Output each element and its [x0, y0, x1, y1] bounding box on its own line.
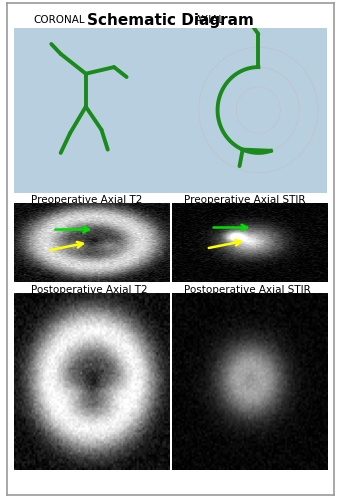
Text: Preoperative Axial STIR: Preoperative Axial STIR: [184, 195, 306, 205]
Text: AXIAL: AXIAL: [195, 15, 225, 25]
Text: Schematic Diagram: Schematic Diagram: [87, 12, 254, 28]
Text: CORONAL: CORONAL: [34, 15, 86, 25]
Text: Postoperative Axial T2: Postoperative Axial T2: [31, 285, 147, 295]
Text: Preoperative Axial T2: Preoperative Axial T2: [31, 195, 142, 205]
Text: Postoperative Axial STIR: Postoperative Axial STIR: [184, 285, 311, 295]
